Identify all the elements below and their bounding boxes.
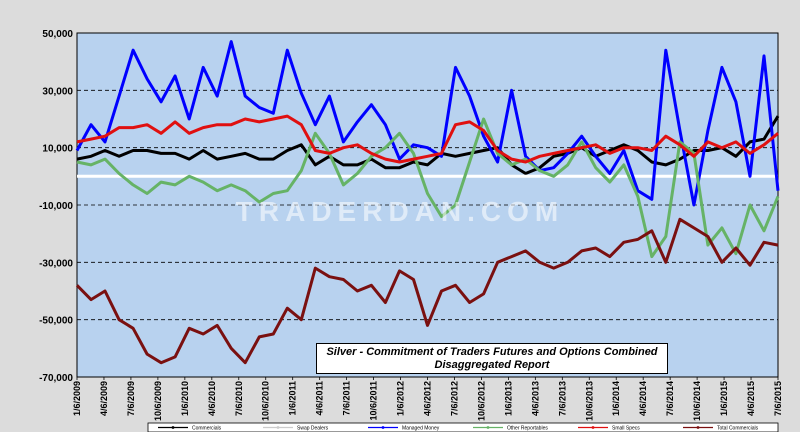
x-tick-label: 4/6/2015 <box>746 381 756 416</box>
x-tick-label: 1/6/2014 <box>611 381 621 416</box>
x-tick-label: 10/6/2013 <box>584 381 594 421</box>
legend-label: Swap Dealers <box>297 426 329 432</box>
x-tick-label: 10/6/2012 <box>476 381 486 421</box>
x-tick-label: 1/6/2010 <box>180 381 190 416</box>
x-tick-label: 7/6/2010 <box>234 381 244 416</box>
x-tick-label: 4/6/2009 <box>99 381 109 416</box>
legend-marker <box>276 426 280 429</box>
legend-marker <box>591 426 595 429</box>
legend-label: Total Commercials <box>717 426 759 432</box>
y-tick-label: 50,000 <box>42 29 73 40</box>
series-line-other-reportables <box>76 117 780 259</box>
legend-marker <box>381 426 385 429</box>
x-tick-label: 1/6/2012 <box>396 381 406 416</box>
y-tick-label: -30,000 <box>39 258 73 269</box>
x-tick-label: 7/6/2014 <box>665 381 675 416</box>
x-tick-label: 1/6/2011 <box>288 381 298 416</box>
legend-label: Commercials <box>192 426 222 432</box>
x-tick-label: 4/6/2011 <box>315 381 325 416</box>
x-tick-label: 1/6/2015 <box>719 381 729 416</box>
legend-label: Small Specs <box>612 426 640 432</box>
x-tick-label: 4/6/2012 <box>423 381 433 416</box>
y-tick-label: -50,000 <box>39 316 73 327</box>
x-tick-label: 7/6/2013 <box>557 381 567 416</box>
legend-box <box>147 422 779 432</box>
legend-marker <box>486 426 490 429</box>
legend-marker <box>171 426 175 429</box>
x-tick-label: 7/6/2011 <box>342 381 352 416</box>
y-tick-label: 30,000 <box>42 86 73 97</box>
x-tick-label: 7/6/2009 <box>126 381 136 416</box>
y-tick-label: -10,000 <box>39 201 73 212</box>
x-tick-label: 1/6/2009 <box>72 381 82 416</box>
series-line-managed-money <box>75 40 780 207</box>
x-tick-label: 10/6/2010 <box>261 381 271 421</box>
y-tick-label: 10,000 <box>42 144 73 155</box>
series-line-small-specs <box>76 114 779 164</box>
x-tick-label: 10/6/2009 <box>153 381 163 421</box>
x-tick-label: 4/6/2013 <box>530 381 540 416</box>
legend-label: Managed Money <box>402 426 440 432</box>
watermark-text: TRADERDAN.COM <box>235 196 565 227</box>
x-tick-label: 7/6/2015 <box>773 381 783 416</box>
chart-title: Silver - Commitment of Traders Futures a… <box>326 346 658 358</box>
x-tick-label: 4/6/2014 <box>638 381 648 416</box>
legend-label: Other Reportables <box>507 426 548 432</box>
legend-marker <box>696 426 700 429</box>
y-tick-label: -70,000 <box>39 373 73 384</box>
x-tick-label: 10/6/2011 <box>369 381 379 421</box>
series-line-commercials <box>76 115 780 175</box>
x-tick-label: 7/6/2012 <box>449 381 459 416</box>
x-tick-label: 10/6/2014 <box>692 381 702 421</box>
series-line-total-commercials <box>75 217 779 365</box>
chart-title-box: Silver - Commitment of Traders Futures a… <box>316 343 668 374</box>
x-tick-label: 4/6/2010 <box>207 381 217 416</box>
chart-subtitle: Disaggregated Report <box>434 359 550 371</box>
x-tick-label: 1/6/2013 <box>503 381 513 416</box>
